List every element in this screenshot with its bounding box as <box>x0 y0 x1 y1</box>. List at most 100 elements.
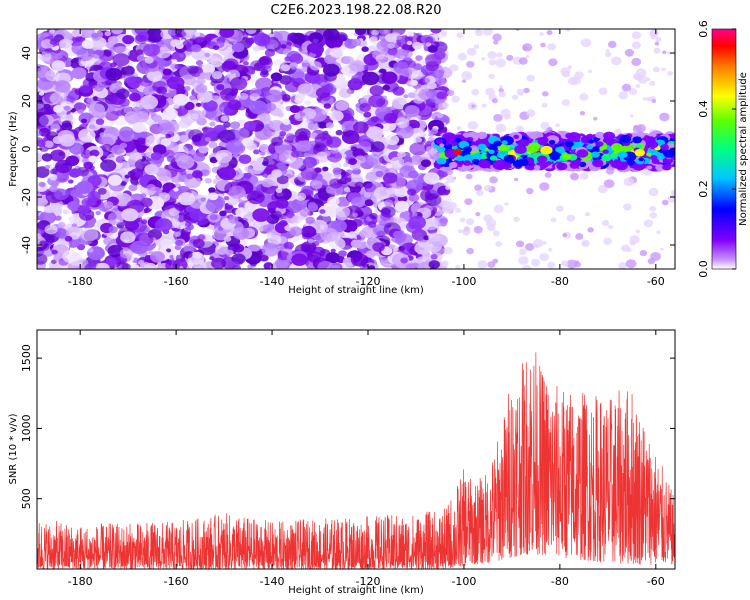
heatmap-cell <box>603 237 612 245</box>
heatmap-cell <box>192 152 206 162</box>
heatmap-cell <box>122 35 135 45</box>
colorbar-gradient <box>711 28 737 270</box>
heatmap-cell <box>369 213 378 220</box>
heatmap-cell <box>516 88 525 96</box>
heatmap-cell <box>178 119 191 129</box>
heatmap-cell <box>199 72 208 79</box>
heatmap-cell <box>596 141 604 147</box>
heatmap-cell <box>248 162 265 175</box>
heatmap-cell <box>249 259 258 267</box>
heatmap-cell <box>291 253 308 266</box>
heatmap-cell <box>232 243 245 253</box>
heatmap-cell <box>349 60 365 72</box>
heatmap-cell <box>44 48 53 54</box>
heatmap-cell <box>198 145 209 154</box>
heatmap-cell <box>488 149 495 154</box>
heatmap-cell <box>138 259 145 265</box>
heatmap-cell <box>130 240 149 255</box>
heatmap-cell <box>637 75 648 84</box>
colorbar-tick-label: 0.4 <box>697 100 710 118</box>
heatmap-cell <box>650 155 658 161</box>
heatmap-cell <box>166 76 185 90</box>
heatmap-cell <box>59 134 76 147</box>
heatmap-cell <box>86 97 94 104</box>
heatmap-cell <box>507 158 515 164</box>
heatmap-cell <box>601 220 610 227</box>
heatmap-cell <box>412 41 423 50</box>
heatmap-cell <box>514 177 519 182</box>
heatmap-cell <box>387 43 395 49</box>
heatmap-cell <box>662 163 672 171</box>
heatmap-cell <box>209 214 218 221</box>
heatmap-cell <box>143 262 157 269</box>
heatmap-cell <box>400 68 413 77</box>
heatmap-cell <box>259 112 271 122</box>
heatmap-cell <box>173 187 179 192</box>
heatmap-cell <box>175 42 184 49</box>
heatmap-cell <box>618 262 628 269</box>
heatmap-cell <box>654 41 660 46</box>
heatmap-cell <box>472 158 480 164</box>
heatmap-cell <box>662 50 667 55</box>
heatmap-cell <box>247 190 265 205</box>
heatmap-cell <box>547 261 556 269</box>
heatmap-cell <box>428 137 435 142</box>
heatmap-cell <box>71 67 87 80</box>
heatmap-cell <box>359 103 371 112</box>
heatmap-cell <box>87 248 94 253</box>
heatmap-cell <box>343 162 349 168</box>
heatmap-cell <box>231 42 245 53</box>
heatmap-cell <box>399 55 405 60</box>
heatmap-cell <box>655 36 662 42</box>
heatmap-cell <box>121 208 139 222</box>
colorbar-label: Normalized spectral amplitude <box>738 72 749 226</box>
heatmap-cell <box>341 130 360 145</box>
heatmap-cell <box>37 166 50 178</box>
heatmap-cell <box>162 107 178 120</box>
heatmap-cell <box>286 211 295 219</box>
heatmap-cell <box>491 98 498 104</box>
heatmap-cell <box>407 35 414 41</box>
heatmap-cell <box>492 230 500 237</box>
heatmap-cell <box>50 168 58 175</box>
heatmap-cell <box>184 101 195 111</box>
heatmap-cell <box>438 41 445 46</box>
heatmap-cell <box>435 77 447 86</box>
heatmap-cell <box>115 155 125 163</box>
heatmap-cell <box>529 142 541 150</box>
heatmap-cell <box>261 242 280 257</box>
heatmap-cell <box>555 146 564 153</box>
heatmap-cell <box>37 67 49 78</box>
heatmap-cell <box>166 155 176 163</box>
heatmap-cell <box>204 178 212 184</box>
heatmap-cell <box>626 160 635 166</box>
heatmap-cell <box>555 123 560 127</box>
heatmap-cell <box>195 102 202 107</box>
heatmap-cell <box>461 228 471 236</box>
heatmap-cell <box>175 239 184 246</box>
heatmap-cell <box>103 201 114 209</box>
heatmap-cell <box>309 43 324 55</box>
heatmap-cell <box>351 38 362 47</box>
heatmap-cell <box>88 124 96 130</box>
heatmap-cell <box>77 109 84 114</box>
heatmap-cell <box>130 220 147 233</box>
heatmap-cell <box>420 159 432 168</box>
heatmap-cell <box>273 30 280 36</box>
y-tick-label: 0 <box>20 146 33 153</box>
heatmap-cell <box>539 136 549 144</box>
heatmap-cell <box>603 131 616 141</box>
heatmap-cell <box>396 35 403 40</box>
heatmap-cell <box>171 59 178 64</box>
heatmap-cell <box>230 121 241 130</box>
heatmap-cell <box>447 89 455 96</box>
heatmap-cell <box>144 254 152 261</box>
heatmap-cell <box>651 133 657 138</box>
heatmap-cell <box>87 191 101 202</box>
heatmap-cell <box>546 30 553 36</box>
heatmap-cell <box>49 174 58 181</box>
heatmap-cell <box>191 113 199 120</box>
heatmap-cell <box>330 248 336 253</box>
heatmap-cell <box>92 96 98 101</box>
heatmap-cell <box>388 244 395 250</box>
